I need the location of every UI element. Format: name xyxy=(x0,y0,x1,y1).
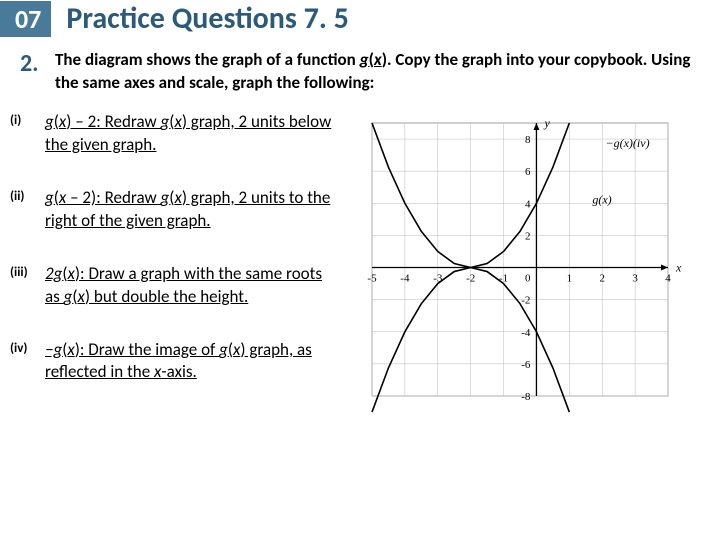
part-label: (iv) xyxy=(10,339,45,385)
part-item: (iv)−g(x): Draw the image of g(x) graph,… xyxy=(10,339,340,385)
page-title: Practice Questions 7. 5 xyxy=(66,0,349,37)
svg-text:6: 6 xyxy=(525,166,531,178)
part-item: (i)g(x) – 2: Redraw g(x) graph, 2 units … xyxy=(10,111,340,157)
svg-text:3: 3 xyxy=(632,272,638,284)
svg-text:-4: -4 xyxy=(521,327,531,339)
svg-text:0: 0 xyxy=(525,272,531,284)
part-item: (iii)2g(x): Draw a graph with the same r… xyxy=(10,263,340,309)
question-text: The diagram shows the graph of a functio… xyxy=(55,49,700,95)
chapter-badge: 07 xyxy=(0,1,51,37)
part-text: g(x) – 2: Redraw g(x) graph, 2 units bel… xyxy=(45,111,340,157)
part-item: (ii)g(x – 2): Redraw g(x) graph, 2 units… xyxy=(10,187,340,233)
svg-text:g(x): g(x) xyxy=(592,192,611,206)
part-text: 2g(x): Draw a graph with the same roots … xyxy=(45,263,340,309)
svg-text:-8: -8 xyxy=(521,391,531,403)
svg-text:−g(x)(iv): −g(x)(iv) xyxy=(606,136,650,150)
part-label: (i) xyxy=(10,111,45,157)
svg-text:4: 4 xyxy=(525,198,531,210)
svg-text:8: 8 xyxy=(525,134,531,146)
svg-text:1: 1 xyxy=(567,272,573,284)
part-text: g(x – 2): Redraw g(x) graph, 2 units to … xyxy=(45,187,340,233)
svg-text:-2: -2 xyxy=(521,295,530,307)
svg-text:4: 4 xyxy=(665,272,671,284)
part-label: (ii) xyxy=(10,187,45,233)
svg-text:x: x xyxy=(675,260,682,274)
part-label: (iii) xyxy=(10,263,45,309)
svg-text:-6: -6 xyxy=(521,359,531,371)
parts-list: (i)g(x) – 2: Redraw g(x) graph, 2 units … xyxy=(10,111,340,421)
svg-text:y: y xyxy=(543,116,550,130)
svg-text:-5: -5 xyxy=(367,272,377,284)
part-text: −g(x): Draw the image of g(x) graph, as … xyxy=(45,339,340,385)
question-number: 2. xyxy=(20,49,55,95)
svg-text:-2: -2 xyxy=(466,272,475,284)
svg-text:2: 2 xyxy=(525,230,531,242)
graph-panel: -5-4-3-2-11234-8-6-4-224680xyg(x)−g(x)(i… xyxy=(340,111,702,421)
svg-text:-4: -4 xyxy=(400,272,410,284)
svg-text:2: 2 xyxy=(599,272,605,284)
